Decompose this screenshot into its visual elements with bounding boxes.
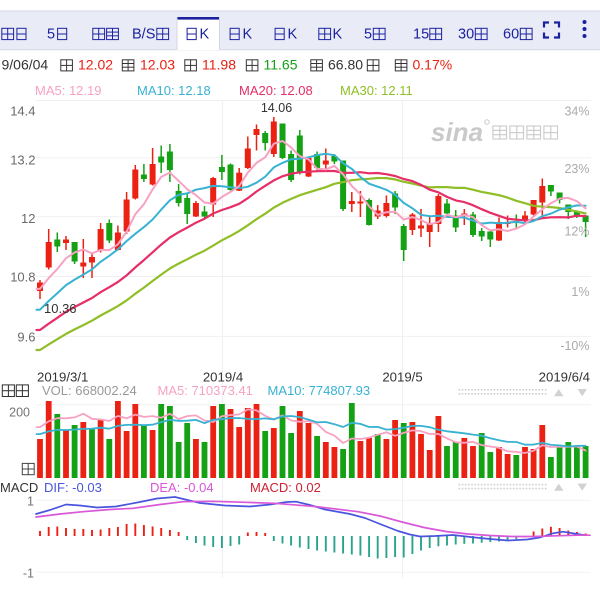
svg-text:14.4: 14.4 bbox=[10, 104, 35, 119]
svg-text:1: 1 bbox=[27, 495, 34, 509]
svg-text:MA5: 12.19: MA5: 12.19 bbox=[35, 83, 102, 98]
svg-text:1%: 1% bbox=[571, 285, 589, 299]
svg-text:VOL: 668002.24: VOL: 668002.24 bbox=[42, 383, 137, 398]
svg-text:200: 200 bbox=[9, 406, 30, 420]
svg-text:DIF: -0.03: DIF: -0.03 bbox=[44, 480, 102, 495]
svg-text:MA30: 12.11: MA30: 12.11 bbox=[340, 83, 413, 98]
svg-text:10.36: 10.36 bbox=[44, 301, 77, 316]
svg-text:2019/6/4: 2019/6/4 bbox=[539, 370, 590, 385]
svg-text:12.03: 12.03 bbox=[140, 57, 175, 73]
svg-text:34%: 34% bbox=[564, 105, 589, 119]
svg-text:15: 15 bbox=[413, 27, 429, 43]
svg-text:K: K bbox=[200, 27, 210, 43]
svg-text:DEA: -0.04: DEA: -0.04 bbox=[150, 480, 214, 495]
svg-text:12.02: 12.02 bbox=[78, 57, 113, 73]
svg-text:9/06/04: 9/06/04 bbox=[2, 57, 49, 73]
svg-text:14.06: 14.06 bbox=[261, 101, 292, 115]
svg-text:10.8: 10.8 bbox=[10, 270, 35, 285]
svg-text:5: 5 bbox=[364, 27, 372, 43]
svg-text:MA10: 774807.93: MA10: 774807.93 bbox=[268, 383, 371, 398]
svg-text:12%: 12% bbox=[564, 225, 589, 239]
svg-text:5: 5 bbox=[47, 27, 55, 43]
svg-text:MA5: 710373.41: MA5: 710373.41 bbox=[158, 383, 253, 398]
svg-text:23%: 23% bbox=[564, 162, 589, 176]
svg-text:MACD: 0.02: MACD: 0.02 bbox=[250, 480, 321, 495]
svg-text:9.6: 9.6 bbox=[17, 329, 35, 344]
svg-text:-10%: -10% bbox=[560, 339, 589, 353]
svg-text:B/S: B/S bbox=[132, 27, 155, 43]
svg-text:12: 12 bbox=[21, 211, 35, 226]
svg-text:30: 30 bbox=[458, 27, 474, 43]
svg-text:MA20: 12.08: MA20: 12.08 bbox=[239, 83, 313, 98]
svg-text:0.17%: 0.17% bbox=[413, 57, 453, 73]
svg-text:K: K bbox=[333, 27, 343, 43]
svg-text:11.65: 11.65 bbox=[264, 57, 298, 73]
svg-text:2019/5: 2019/5 bbox=[382, 370, 422, 385]
svg-text:sina: sina bbox=[431, 117, 483, 147]
svg-text:K: K bbox=[243, 27, 253, 43]
svg-text:60: 60 bbox=[503, 27, 519, 43]
svg-text:-1: -1 bbox=[23, 567, 34, 581]
svg-text:13.2: 13.2 bbox=[10, 153, 35, 168]
svg-text:MA10: 12.18: MA10: 12.18 bbox=[137, 83, 211, 98]
svg-text:K: K bbox=[288, 27, 298, 43]
svg-text:2019/3/1: 2019/3/1 bbox=[37, 370, 88, 385]
svg-text:2019/4: 2019/4 bbox=[203, 370, 243, 385]
svg-text:11.98: 11.98 bbox=[202, 57, 236, 73]
svg-text:MACD: MACD bbox=[0, 480, 38, 495]
svg-text:66.80: 66.80 bbox=[328, 57, 363, 73]
